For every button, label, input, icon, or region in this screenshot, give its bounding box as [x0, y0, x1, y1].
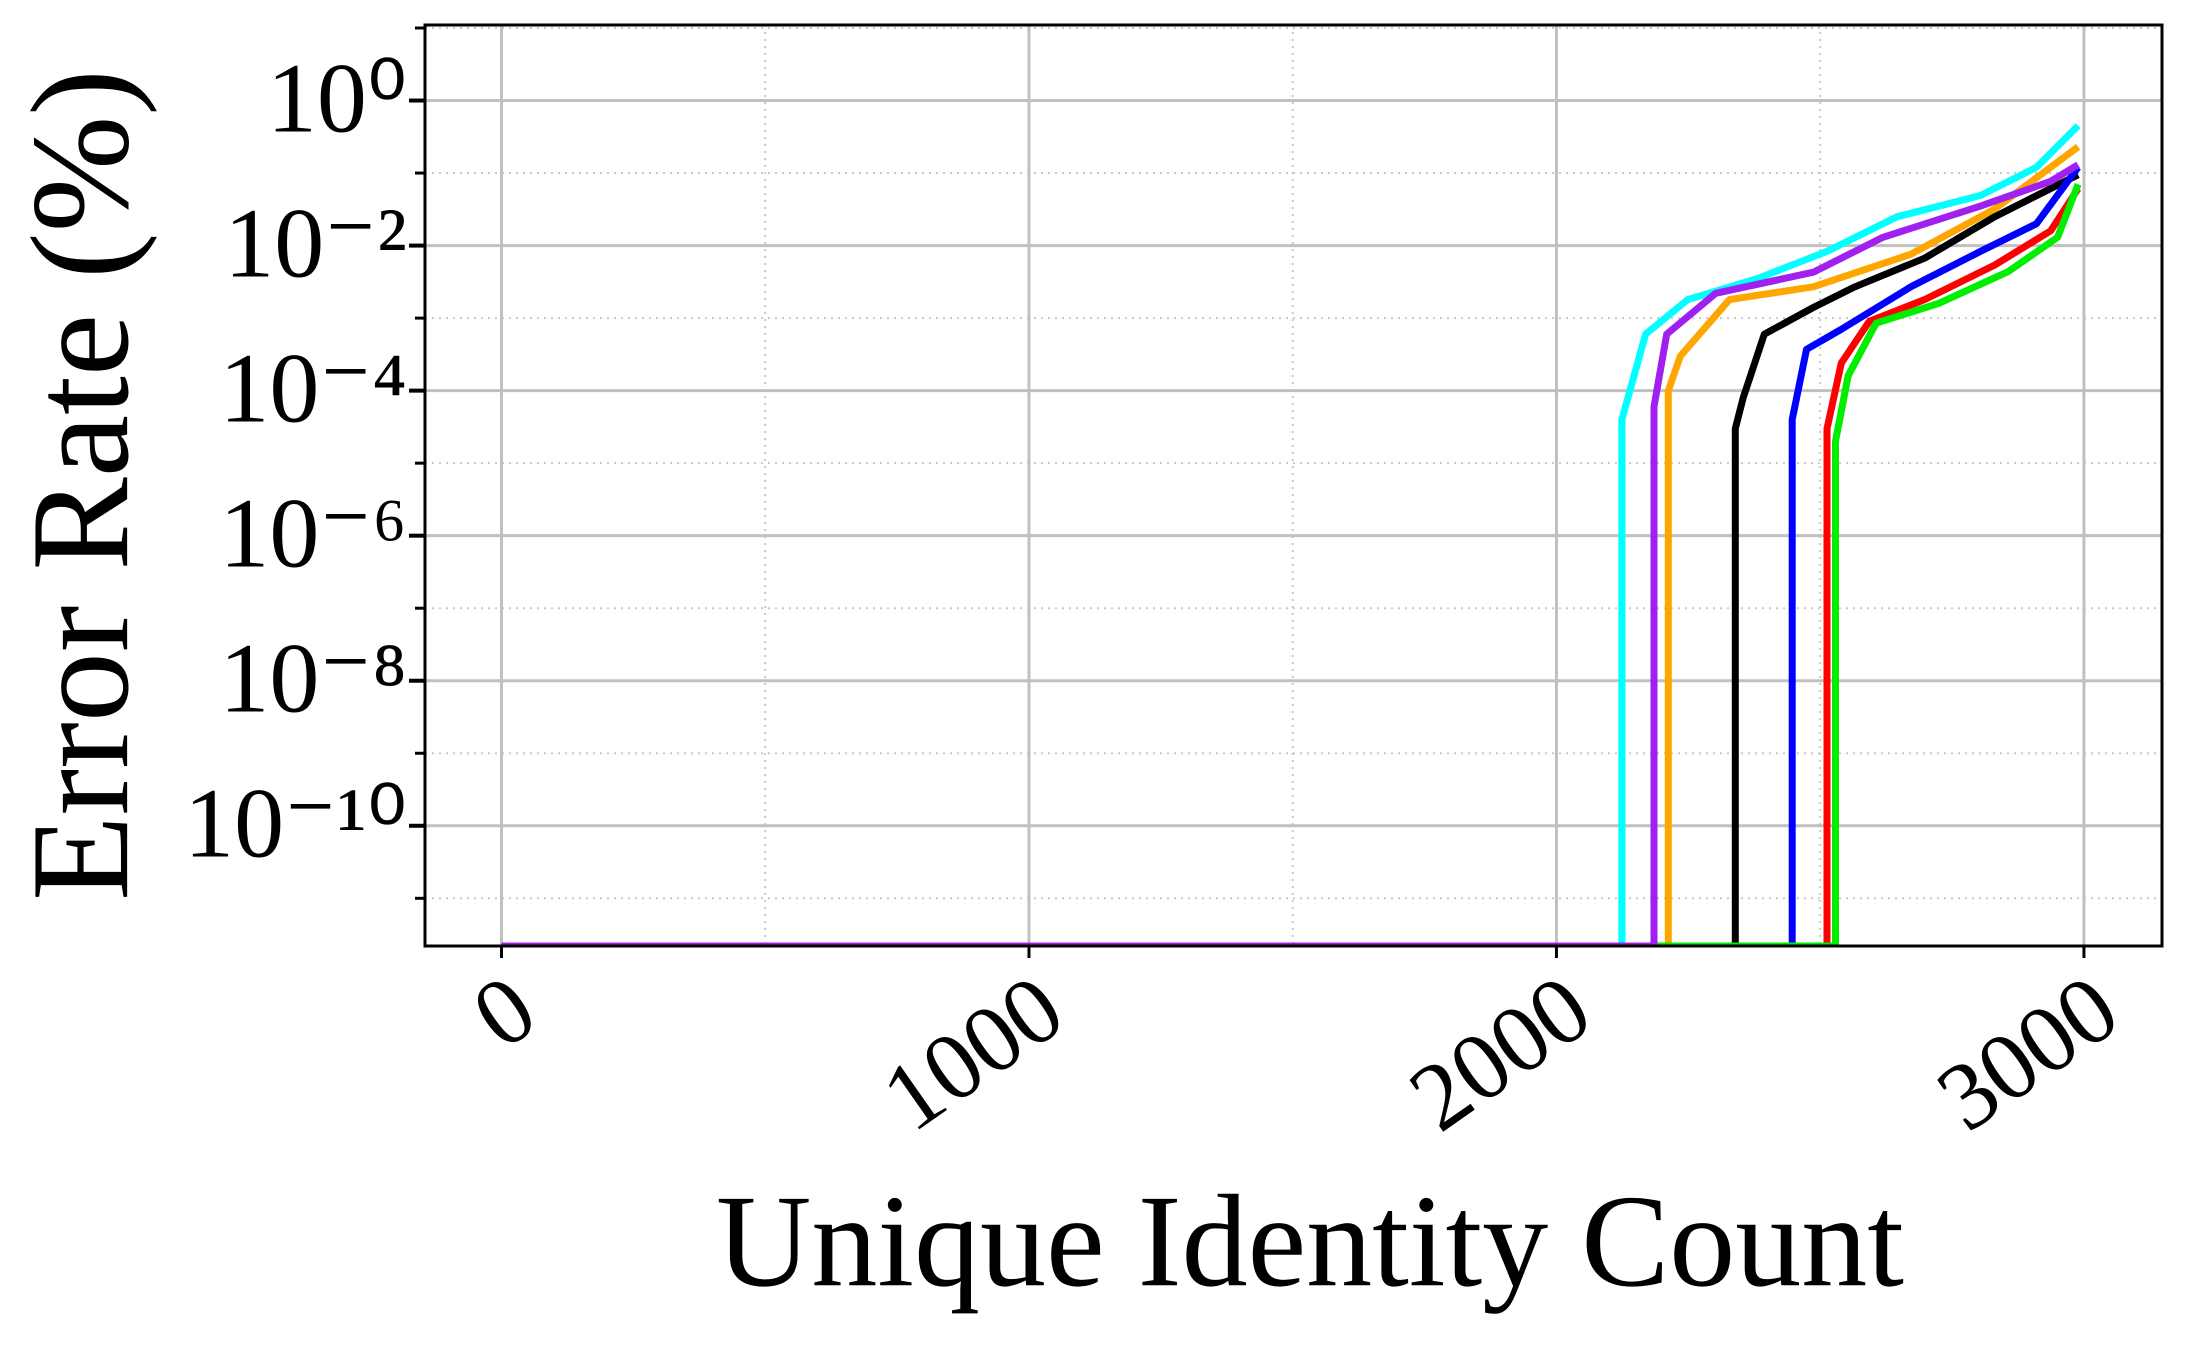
plot-area	[501, 123, 2082, 946]
y-axis-label: Error Rate (%)	[3, 69, 158, 901]
series-line	[501, 183, 2082, 946]
y-tick-label: 10⁻¹⁰	[184, 768, 407, 879]
x-tick-label: 3000	[1918, 954, 2137, 1152]
x-tick-label: 2000	[1390, 954, 1609, 1152]
x-tick-label: 0	[453, 954, 554, 1069]
series-line	[501, 123, 2081, 946]
y-tick-label: 10⁻⁸	[219, 623, 407, 734]
series-line	[501, 143, 2081, 946]
y-tick-label: 10⁻⁴	[219, 333, 407, 444]
series-line	[501, 161, 2080, 946]
y-tick-label: 10⁻⁶	[219, 478, 407, 589]
series-line	[501, 171, 2080, 946]
x-axis-label: Unique Identity Count	[716, 1167, 1904, 1314]
x-tick-label: 1000	[863, 954, 1082, 1152]
y-tick-label: 10⁻²	[224, 188, 407, 299]
series-line	[501, 165, 2081, 946]
plot-frame	[423, 23, 2164, 948]
y-tick-label: 10⁰	[267, 42, 407, 153]
series-line	[501, 186, 2082, 946]
